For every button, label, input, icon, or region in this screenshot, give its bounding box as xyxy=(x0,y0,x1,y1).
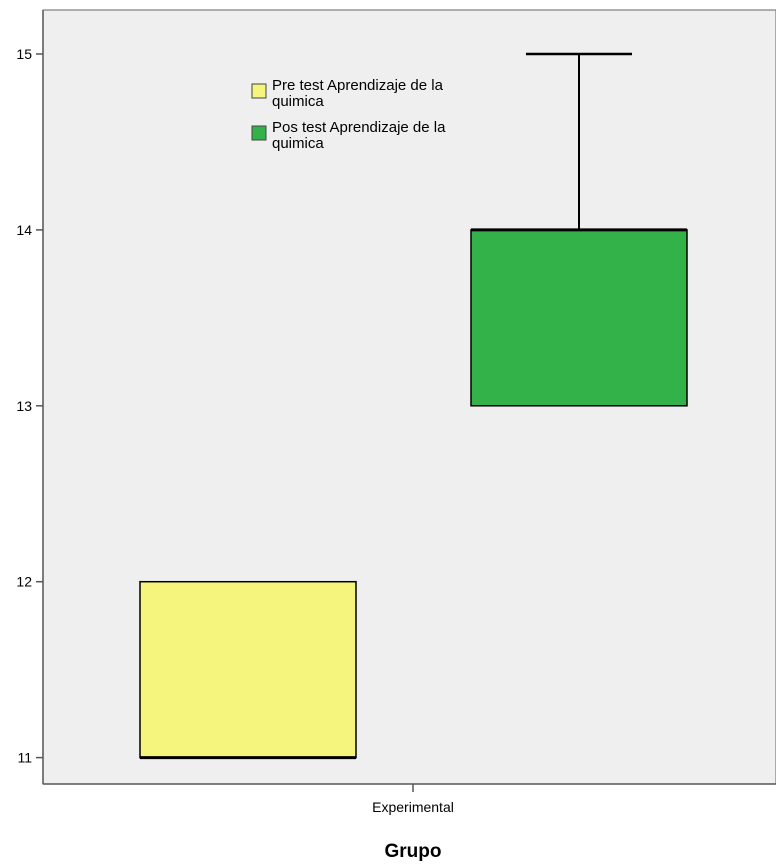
x-axis: Experimental Grupo xyxy=(43,783,776,862)
y-tick-label: 13 xyxy=(16,398,32,414)
boxes-layer xyxy=(139,52,688,760)
y-tick-label: 12 xyxy=(16,574,32,590)
legend-label-pos-test-line1: Pos test Aprendizaje de la xyxy=(272,119,446,136)
legend-label-pos-test-line2: quimica xyxy=(272,135,324,152)
y-tick-label: 15 xyxy=(16,46,32,62)
legend-swatch-pos-test xyxy=(251,125,267,141)
x-axis-title: Grupo xyxy=(385,841,442,862)
y-tick-label: 14 xyxy=(16,222,32,238)
y-axis: 11 12 13 14 15 xyxy=(16,10,44,784)
x-tick-label: Experimental xyxy=(372,799,454,815)
box-pre-test xyxy=(139,580,357,759)
y-tick-label: 11 xyxy=(17,750,32,766)
legend: Pre test Aprendizaje de la quimica Pos t… xyxy=(251,77,446,152)
legend-label-pre-test-line1: Pre test Aprendizaje de la xyxy=(272,77,444,94)
legend-label-pre-test-line2: quimica xyxy=(272,93,324,110)
legend-swatch-pre-test xyxy=(251,83,267,99)
box-pos-test xyxy=(470,229,688,407)
y-ticks: 11 12 13 14 15 xyxy=(16,46,43,766)
